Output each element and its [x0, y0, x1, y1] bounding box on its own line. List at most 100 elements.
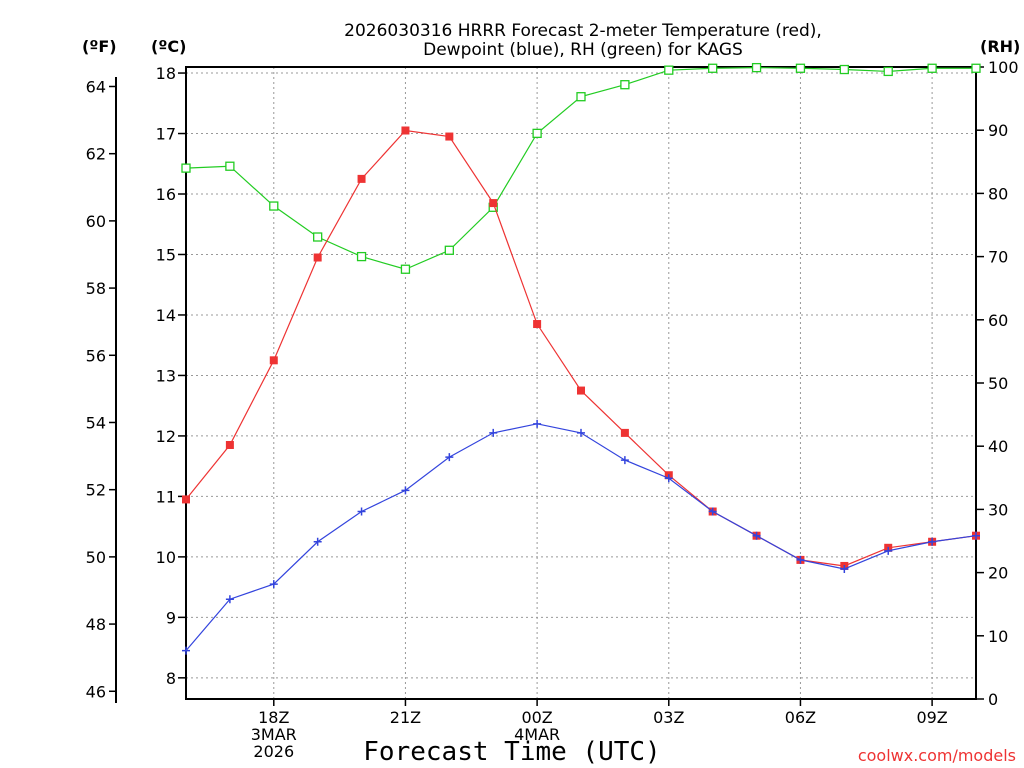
- rh-tick-label: 0: [988, 690, 998, 709]
- rh-point: [883, 66, 893, 77]
- temperature-point: [577, 386, 585, 395]
- temperature-point: [313, 253, 322, 262]
- rh-point: [795, 63, 806, 73]
- x-tick-label: 03Z: [653, 708, 684, 727]
- temperature-point: [357, 174, 366, 183]
- series-layer: [181, 62, 981, 655]
- rh-tick-label: 70: [988, 248, 1008, 267]
- rh-point: [751, 62, 762, 73]
- celsius-tick-label: 11: [156, 487, 176, 506]
- rh-tick-label: 100: [988, 58, 1019, 77]
- dewpoint-point: [708, 507, 717, 516]
- rh-point: [971, 63, 981, 73]
- x-tick-label: 2026: [253, 742, 294, 761]
- dewpoint-point: [269, 580, 278, 589]
- fahrenheit-tick-label: 58: [86, 279, 106, 298]
- labels: 2026030316 HRRR Forecast 2-meter Tempera…: [82, 21, 1020, 767]
- rh-point: [269, 201, 279, 211]
- dewpoint-point: [928, 537, 937, 546]
- temperature-point: [445, 132, 454, 141]
- rh-tick-label: 90: [988, 121, 1008, 140]
- rh-tick-label: 50: [988, 374, 1008, 393]
- dewpoint-point: [533, 419, 542, 428]
- fahrenheit-tick-label: 54: [86, 413, 106, 432]
- temperature-point: [225, 440, 234, 449]
- chart-title-line-1: 2026030316 HRRR Forecast 2-meter Tempera…: [344, 21, 822, 41]
- celsius-unit-label: (ºC): [151, 37, 186, 56]
- dewpoint-point: [620, 456, 629, 465]
- dewpoint-point: [357, 507, 366, 516]
- dewpoint-point: [313, 537, 322, 546]
- fahrenheit-tick-label: 52: [86, 481, 106, 500]
- fahrenheit-tick-label: 60: [86, 212, 106, 231]
- celsius-tick-label: 9: [166, 608, 176, 627]
- rh-tick-label: 30: [988, 500, 1008, 519]
- dewpoint-point: [752, 531, 761, 540]
- rh-point: [444, 245, 454, 255]
- dewpoint-point: [884, 546, 893, 555]
- rh-tick-label: 40: [988, 437, 1008, 456]
- rh-point: [225, 161, 235, 171]
- dewpoint-point: [225, 595, 234, 604]
- grid-lines: [186, 67, 976, 699]
- celsius-tick-label: 18: [156, 64, 176, 83]
- fahrenheit-tick-label: 56: [86, 346, 106, 365]
- dewpoint-point: [796, 555, 805, 564]
- rh-unit-label: (RH): [980, 37, 1020, 56]
- x-axis-label: Forecast Time (UTC): [363, 737, 660, 767]
- temperature-line: [185, 129, 977, 567]
- x-tick-label: 18Z: [258, 708, 289, 727]
- rh-point: [532, 128, 542, 139]
- rh-point: [620, 80, 630, 90]
- dewpoint-point: [489, 428, 498, 437]
- fahrenheit-tick-label: 64: [86, 77, 106, 96]
- temperature-point: [401, 126, 410, 135]
- dewpoint-point: [445, 453, 454, 462]
- celsius-tick-label: 10: [156, 548, 176, 567]
- rh-point: [576, 92, 586, 102]
- x-tick-label: 21Z: [390, 708, 421, 727]
- chart-title-line-2: Dewpoint (blue), RH (green) for KAGS: [423, 40, 743, 60]
- celsius-tick-label: 8: [166, 669, 176, 688]
- temperature-point: [620, 428, 629, 437]
- rh-point: [356, 251, 367, 262]
- dewpoint-point: [840, 564, 849, 573]
- dewpoint-point: [664, 474, 673, 483]
- rh-point: [664, 65, 674, 75]
- x-tick-label: 4MAR: [514, 725, 560, 744]
- rh-point: [708, 63, 718, 73]
- axes: 8 9 10 11 12 13 14 15 16 17 18 46 48 50 52 54 56 58 60 62 64…: [86, 58, 1019, 761]
- rh-point: [181, 163, 191, 173]
- celsius-tick-label: 13: [156, 366, 176, 385]
- dewpoint-point: [577, 428, 585, 437]
- plot-frame: [185, 66, 977, 700]
- credit-label: coolwx.com/models: [858, 746, 1016, 765]
- temperature-point: [269, 356, 278, 365]
- rh-point: [313, 232, 323, 242]
- dewpoint-point: [182, 646, 190, 655]
- x-tick-label: 00Z: [521, 708, 552, 727]
- celsius-tick-label: 17: [156, 125, 176, 144]
- dewpoint-point: [401, 486, 410, 495]
- x-tick-label: 09Z: [916, 708, 947, 727]
- rh-point: [400, 264, 411, 274]
- rh-point: [839, 64, 849, 75]
- celsius-tick-label: 12: [156, 427, 176, 446]
- fahrenheit-unit-label: (ºF): [82, 37, 117, 56]
- dewpoint-line: [185, 423, 977, 652]
- rh-tick-label: 10: [988, 627, 1008, 646]
- fahrenheit-tick-label: 48: [86, 615, 106, 634]
- rh-tick-label: 80: [988, 184, 1008, 203]
- temperature-point: [489, 199, 498, 208]
- celsius-tick-label: 16: [156, 185, 176, 204]
- rh-tick-label: 60: [988, 311, 1008, 330]
- temperature-point: [533, 320, 542, 329]
- fahrenheit-tick-label: 46: [86, 682, 106, 701]
- x-tick-label: 3MAR: [251, 725, 297, 744]
- temperature-point: [182, 495, 190, 504]
- rh-tick-label: 20: [988, 564, 1008, 583]
- fahrenheit-tick-label: 50: [86, 548, 106, 567]
- celsius-tick-label: 14: [156, 306, 176, 325]
- x-tick-label: 06Z: [785, 708, 816, 727]
